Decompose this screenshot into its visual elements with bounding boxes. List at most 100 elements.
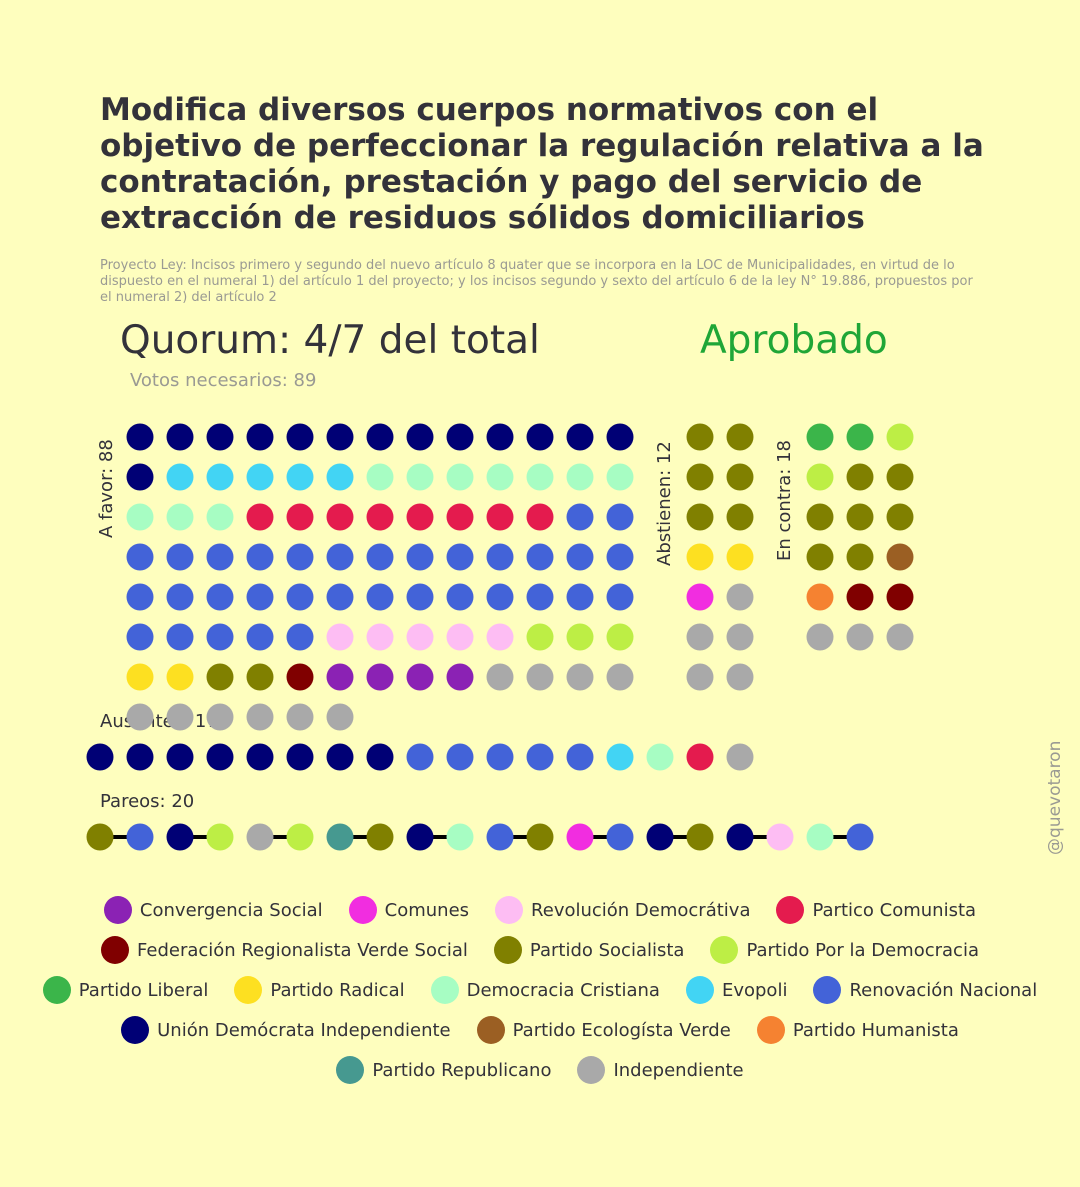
- legend-item: Evopoli: [685, 976, 787, 1004]
- seat-a-favor: [126, 623, 154, 651]
- legend-swatch: [103, 896, 132, 924]
- legend-label: Partido Ecologísta Verde: [512, 1019, 731, 1041]
- seat-a-favor: [246, 503, 274, 531]
- legend-swatch: [234, 976, 263, 1004]
- seat-a-favor: [366, 623, 394, 651]
- legend-swatch: [813, 976, 842, 1004]
- seat-ausente: [566, 743, 594, 771]
- seat-ausente: [406, 743, 434, 771]
- legend-swatch: [336, 1056, 365, 1084]
- seat-a-favor: [206, 703, 234, 731]
- legend-row: Convergencia Social Comunes Revolución Dem…: [103, 896, 976, 924]
- seat-a-favor: [366, 583, 394, 611]
- seat-pareo: [846, 823, 874, 851]
- seat-ausente: [446, 743, 474, 771]
- seat-ausente: [726, 743, 754, 771]
- legend-label: Unión Demócrata Independiente: [157, 1019, 451, 1041]
- seat-ausente: [326, 743, 354, 771]
- seat-a-favor: [486, 663, 514, 691]
- seat-a-favor: [606, 583, 634, 611]
- seat-a-favor: [406, 463, 434, 491]
- seat-a-favor: [526, 463, 554, 491]
- seat-ausente: [646, 743, 674, 771]
- seat-ausente: [486, 743, 514, 771]
- seat-en-contra: [806, 543, 834, 571]
- seat-abstienen: [686, 583, 714, 611]
- seat-a-favor: [486, 583, 514, 611]
- seat-pareo: [606, 823, 634, 851]
- legend-label: Partido Humanista: [792, 1019, 959, 1041]
- seat-a-favor: [526, 423, 554, 451]
- legend-item: Partido Liberal: [42, 976, 209, 1004]
- seat-ausente: [526, 743, 554, 771]
- watermark-handle: @quevotaron: [1045, 740, 1065, 855]
- seat-ausente: [166, 743, 194, 771]
- seat-a-favor: [446, 663, 474, 691]
- seat-pareo: [166, 823, 194, 851]
- chart-subtitle: Proyecto Ley: Incisos primero y segundo …: [100, 258, 973, 305]
- seat-a-favor: [326, 543, 354, 571]
- legend-item: Partido Por la Democracia: [710, 936, 979, 964]
- seat-a-favor: [246, 463, 274, 491]
- legend-swatch: [121, 1016, 150, 1044]
- seat-a-favor: [326, 503, 354, 531]
- seat-a-favor: [166, 423, 194, 451]
- legend-item: Unión Demócrata Independiente: [121, 1016, 451, 1044]
- seat-a-favor: [406, 503, 434, 531]
- legend-label: Partido Liberal: [78, 979, 209, 1001]
- seat-a-favor: [126, 543, 154, 571]
- seat-a-favor: [366, 463, 394, 491]
- legend-swatch: [756, 1016, 785, 1044]
- seat-pareo: [806, 823, 834, 851]
- seat-a-favor: [366, 663, 394, 691]
- status-label: Aprobado: [700, 318, 888, 363]
- seat-a-favor: [246, 583, 274, 611]
- legend-item: Partido Radical: [234, 976, 405, 1004]
- seat-en-contra: [846, 423, 874, 451]
- seat-abstienen: [726, 663, 754, 691]
- seat-a-favor: [526, 503, 554, 531]
- legend-swatch: [493, 936, 522, 964]
- seat-abstienen: [686, 503, 714, 531]
- seat-ausente: [286, 743, 314, 771]
- seat-a-favor: [566, 623, 594, 651]
- seat-a-favor: [206, 623, 234, 651]
- seat-en-contra: [846, 623, 874, 651]
- seat-en-contra: [886, 543, 914, 571]
- legend-label: Convergencia Social: [139, 899, 323, 921]
- seat-en-contra: [886, 583, 914, 611]
- seat-abstienen: [726, 423, 754, 451]
- legend-swatch: [101, 936, 129, 964]
- seat-a-favor: [446, 463, 474, 491]
- seat-a-favor: [446, 503, 474, 531]
- seat-a-favor: [446, 623, 474, 651]
- legend-label: Federación Regionalista Verde Social: [137, 939, 468, 961]
- seat-a-favor: [126, 583, 154, 611]
- legend-item: Comunes: [348, 896, 469, 924]
- seat-en-contra: [846, 503, 874, 531]
- seat-abstienen: [726, 463, 754, 491]
- pareos-label: Pareos: 20: [100, 791, 195, 812]
- legend-label: Democracia Cristiana: [466, 979, 660, 1001]
- seat-pareo: [366, 823, 394, 851]
- seat-a-favor: [606, 503, 634, 531]
- legend-swatch: [710, 936, 739, 964]
- seat-a-favor: [166, 703, 194, 731]
- seat-a-favor: [286, 663, 314, 691]
- seat-en-contra: [806, 463, 834, 491]
- seat-a-favor: [606, 423, 634, 451]
- seat-abstienen: [726, 623, 754, 651]
- seat-a-favor: [326, 703, 354, 731]
- seat-en-contra: [886, 623, 914, 651]
- seat-a-favor: [366, 503, 394, 531]
- seat-a-favor: [406, 543, 434, 571]
- seat-a-favor: [126, 663, 154, 691]
- seat-a-favor: [126, 423, 154, 451]
- seat-abstienen: [686, 423, 714, 451]
- seat-pareo: [726, 823, 754, 851]
- legend-label: Revolución Democrátiva: [531, 899, 751, 921]
- legend-swatch: [348, 896, 377, 924]
- chart-title: Modifica diversos cuerpos normativos con…: [100, 92, 984, 236]
- seat-pareo: [446, 823, 474, 851]
- legend-swatch: [776, 896, 805, 924]
